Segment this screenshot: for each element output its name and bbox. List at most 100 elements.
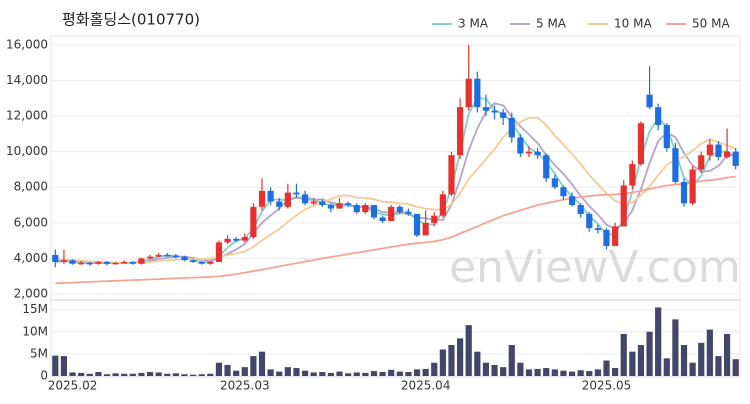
x-tick-label: 2025.03 (220, 379, 270, 393)
candle-body (60, 260, 68, 262)
candle-body (233, 238, 240, 241)
candle-body (603, 229, 610, 246)
y-tick-label: 14,000 (6, 73, 48, 87)
candle-body (129, 261, 136, 264)
volume-bar (629, 351, 636, 376)
volume-bar (327, 372, 335, 376)
volume-bar (319, 372, 326, 376)
candle-body (267, 190, 274, 202)
candle-body (534, 151, 541, 156)
candle-body (250, 206, 257, 238)
candle-body (646, 94, 653, 108)
volume-bar (551, 369, 558, 376)
volume-bar (663, 358, 670, 376)
volume-bar (172, 373, 179, 376)
candle-body (413, 213, 421, 236)
volume-bar (155, 372, 162, 376)
candle-body (698, 155, 705, 170)
volume-bar (121, 373, 128, 376)
volume-bar (525, 369, 533, 376)
volume-bar (577, 370, 584, 376)
legend-label: 5 MA (536, 17, 567, 31)
candle-body (181, 256, 188, 261)
volume-bar (517, 362, 524, 376)
volume-bar (103, 374, 111, 376)
candle-body (138, 258, 145, 264)
candle-body (224, 238, 231, 243)
volume-bar (60, 356, 68, 376)
candle-body (422, 222, 429, 236)
candle-body (293, 192, 300, 195)
volume-bar (456, 338, 464, 376)
volume-bar (129, 373, 136, 376)
volume-bar (680, 345, 688, 376)
volume-bar (301, 370, 309, 376)
candle-body (672, 148, 679, 182)
candle-body (301, 194, 309, 204)
candle-body (258, 190, 266, 207)
volume-bar (207, 373, 214, 376)
volume-bar (224, 364, 231, 376)
y-tick-label: 5M (30, 346, 48, 360)
volume-bar (146, 372, 154, 376)
volume-bar (603, 360, 610, 376)
y-tick-label: 12,000 (6, 109, 48, 123)
x-tick-label: 2025.04 (401, 379, 451, 393)
candle-body (612, 226, 619, 246)
candle-body (439, 194, 446, 216)
candle-body (146, 256, 154, 259)
volume-bar (112, 373, 119, 376)
candle-body (586, 213, 593, 229)
candle-body (396, 206, 403, 213)
candle-body (345, 203, 352, 206)
chart-title: 평화홀딩스(010770) (62, 11, 200, 29)
candle-body (594, 228, 601, 230)
volume-bar (543, 368, 550, 376)
candle-body (491, 110, 498, 113)
candle-body (121, 261, 128, 264)
candle-body (69, 260, 76, 264)
candle-body (78, 262, 85, 265)
volume-bar (370, 371, 378, 376)
y-tick-label: 4,000 (14, 251, 48, 265)
y-tick-label: 15M (22, 302, 48, 316)
x-tick-label: 2025.05 (582, 379, 632, 393)
volume-bar (560, 370, 567, 376)
candle-body (551, 178, 558, 188)
volume-bar (258, 351, 266, 376)
volume-bar (241, 367, 248, 376)
volume-bar (439, 349, 446, 376)
candle-body (241, 237, 248, 241)
volume-bar (52, 355, 59, 376)
volume-bar (164, 373, 171, 376)
y-tick-label: 0 (40, 369, 48, 383)
candle-body (715, 144, 722, 157)
volume-bar (379, 372, 386, 376)
candle-body (207, 261, 214, 264)
volume-bar (396, 371, 403, 376)
volume-bar (215, 362, 223, 376)
candle-body (689, 169, 696, 204)
volume-bar (715, 356, 722, 376)
candle-body (448, 155, 455, 195)
volume-bar (568, 371, 576, 376)
volume-bar (405, 372, 412, 376)
volume-bar (336, 371, 343, 376)
volume-bar (646, 331, 653, 376)
volume-bar (69, 372, 76, 376)
volume-bar (413, 369, 421, 376)
candle-body (172, 255, 179, 258)
volume-bar (362, 372, 369, 376)
volume-bar (689, 362, 696, 376)
candle-body (155, 254, 162, 257)
volume-bar (78, 372, 85, 376)
volume-bar (86, 373, 93, 376)
candle-body (215, 242, 223, 262)
candle-body (723, 151, 731, 157)
volume-bar (190, 374, 197, 376)
candle-body (500, 112, 507, 118)
candle-body (568, 196, 576, 206)
candle-body (482, 107, 490, 111)
volume-bar (482, 362, 490, 376)
volume-bar (698, 342, 705, 376)
